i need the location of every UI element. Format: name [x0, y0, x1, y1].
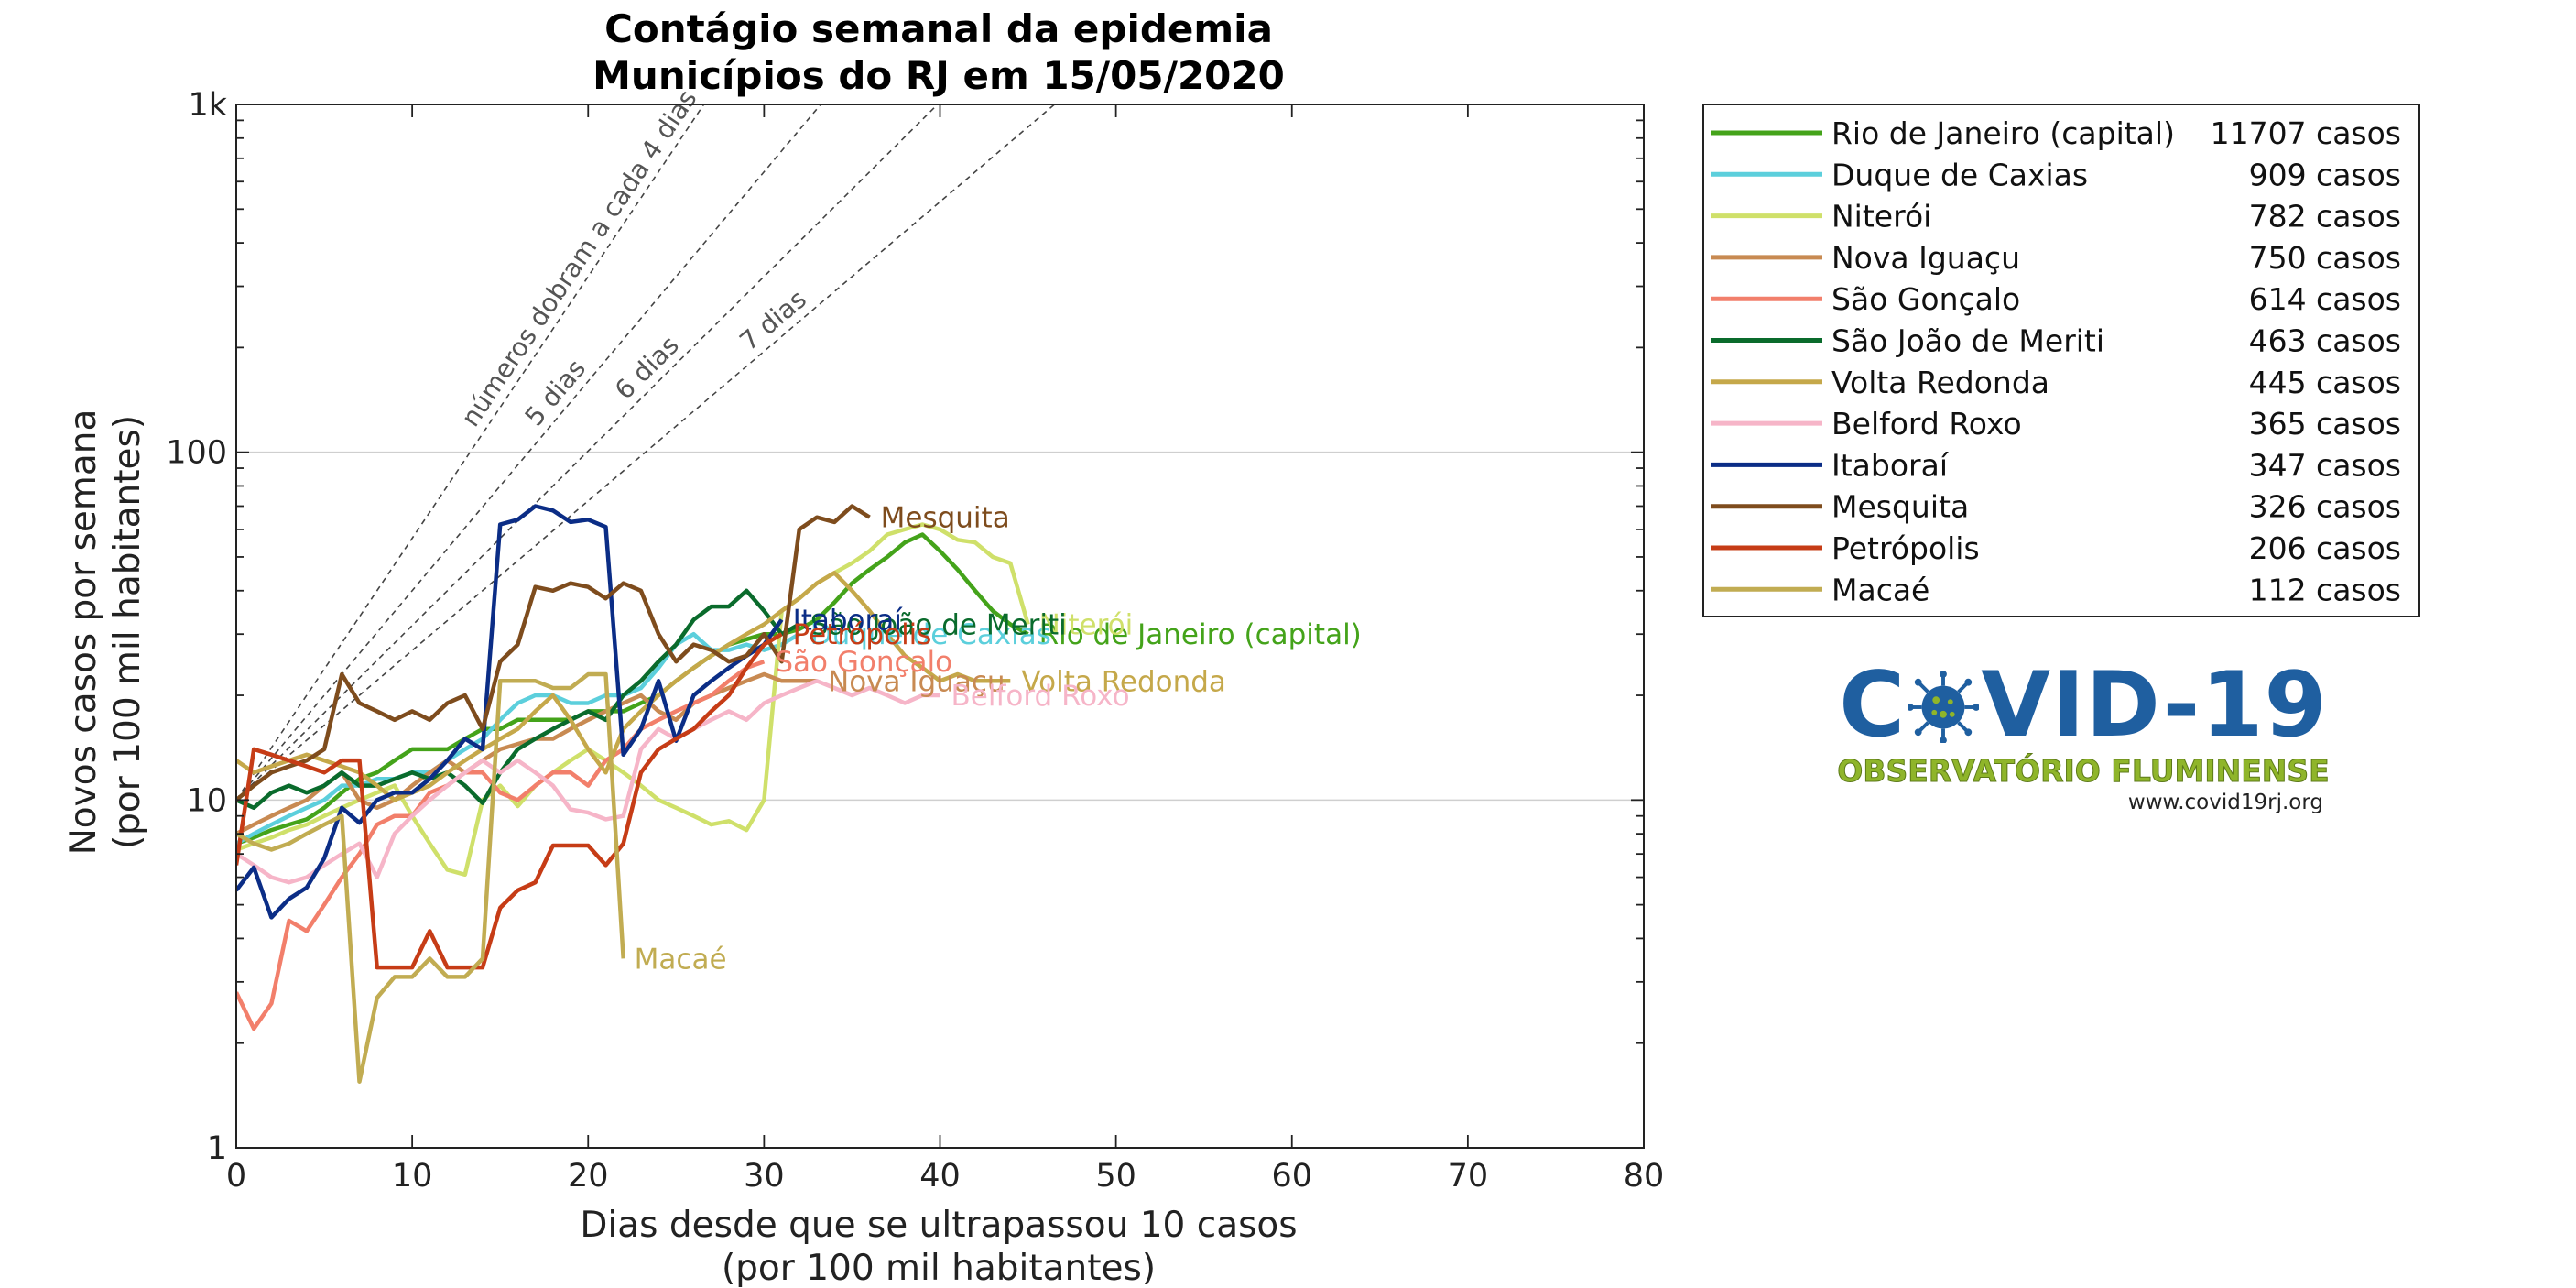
logo-url: www.covid19rj.org [2127, 791, 2323, 814]
series-end-label: Belford Roxo [951, 680, 1130, 713]
series-end-label: Niterói [1039, 609, 1134, 642]
chart-title: Contágio semanal da epidemia [604, 6, 1273, 51]
legend-case-count: 909 casos [2249, 157, 2401, 192]
legend-case-count: 326 casos [2249, 489, 2401, 525]
legend-case-count: 750 casos [2249, 240, 2401, 276]
legend-case-count: 463 casos [2249, 323, 2401, 359]
logo-subtitle: OBSERVATÓRIO FLUMINENSE [1837, 753, 2330, 790]
series-line-petr-polis [236, 632, 783, 970]
series-line-mesquita [236, 504, 871, 802]
series-line-maca- [236, 671, 625, 1084]
x-axis-sublabel: (por 100 mil habitantes) [722, 1248, 1156, 1288]
x-tick-label: 70 [1448, 1158, 1489, 1195]
legend-series-name: São João de Meriti [1831, 323, 2104, 359]
legend-series-name: Petrópolis [1831, 530, 1980, 566]
legend-series-name: Itaboraí [1831, 447, 1950, 483]
legend-box [1702, 104, 2420, 617]
x-tick-label: 10 [392, 1158, 433, 1195]
logo-title-left: C [1839, 653, 1907, 758]
x-tick-label: 80 [1624, 1158, 1665, 1195]
x-tick-label: 0 [226, 1158, 246, 1195]
legend-series-name: Niterói [1831, 199, 1931, 235]
series-lines [236, 504, 1030, 1084]
y-tick-label: 100 [166, 435, 227, 472]
legend-series-name: Belford Roxo [1831, 406, 2022, 442]
doubling-guide-line [236, 104, 705, 801]
series-line-duque-de-caxias [236, 631, 800, 846]
y-axis-label: Novos casos por semana [63, 409, 104, 856]
legend-series-name: Nova Iguaçu [1831, 240, 2020, 276]
y-tick-label: 10 [186, 782, 227, 819]
series-end-label: São João de Meriti [810, 609, 1067, 642]
legend-case-count: 347 casos [2249, 447, 2401, 483]
legend: Rio de Janeiro (capital) 11707 casos Duque… [1702, 104, 2420, 617]
doubling-guide-line [236, 104, 1056, 801]
doubling-guide-label: 6 dias [609, 330, 685, 406]
series-end-label: São Gonçalo [775, 646, 952, 679]
doubling-guide-line [236, 104, 939, 801]
series-line-s-o-gon-alo [236, 660, 766, 1031]
legend-series-name: Duque de Caxias [1831, 157, 2088, 192]
series-line-s-o-jo-o-de-meriti [236, 588, 800, 811]
y-tick-label: 1k [188, 87, 227, 124]
logo-title: C VID-19 [1836, 660, 2331, 751]
legend-series-name: Mesquita [1831, 489, 1969, 525]
x-tick-label: 60 [1271, 1158, 1312, 1195]
legend-series-name: São Gonçalo [1831, 281, 2020, 317]
series-end-label: Duque de Caxias [810, 618, 1051, 651]
legend-case-count: 206 casos [2249, 530, 2401, 566]
series-end-label: Mesquita [881, 502, 1010, 535]
series-line-rio-de-janeiro-capital- [236, 532, 1029, 846]
series-line-belford-roxo [236, 679, 940, 885]
legend-series-name: Macaé [1831, 572, 1929, 607]
legend-series-name: Rio de Janeiro (capital) [1831, 115, 2175, 151]
legend-case-count: 782 casos [2249, 199, 2401, 235]
series-end-label: Petrópolis [793, 618, 932, 651]
legend-case-count: 365 casos [2249, 406, 2401, 442]
legend-case-count: 11707 casos [2211, 115, 2401, 151]
legend-series-name: Volta Redonda [1831, 365, 2049, 400]
doubling-guides [236, 104, 1056, 801]
chart-subtitle: Municípios do RJ em 15/05/2020 [592, 53, 1285, 98]
series-end-label: Itaboraí [793, 604, 904, 637]
legend-case-count: 112 casos [2249, 572, 2401, 607]
series-line-itabora- [236, 504, 784, 920]
series-end-label: Nova Iguaçu [828, 665, 1005, 698]
x-tick-label: 50 [1095, 1158, 1136, 1195]
x-axis-label: Dias desde que se ultrapassou 10 casos [580, 1205, 1297, 1246]
x-tick-label: 40 [919, 1158, 961, 1195]
x-tick-label: 30 [744, 1158, 785, 1195]
x-tick-label: 20 [568, 1158, 609, 1195]
series-end-label: Volta Redonda [1021, 665, 1226, 698]
tick-labels: 0 10 20 30 40 50 60 70 80 1 10 100 1k [166, 87, 1664, 1195]
legend-case-count: 445 casos [2249, 365, 2401, 400]
y-axis-sublabel: (por 100 mil habitantes) [107, 415, 148, 849]
series-end-label: Rio de Janeiro (capital) [1039, 618, 1362, 651]
logo-title-right: VID-19 [1981, 653, 2328, 758]
virus-icon [1908, 671, 1980, 743]
axis-ticks [235, 104, 1645, 1149]
covid19-logo: C VID-19 OBSERVATÓRIO FLUMINENSE www.covi… [1836, 660, 2331, 820]
series-end-label: Macaé [635, 943, 727, 976]
y-tick-label: 1 [207, 1130, 227, 1167]
doubling-guide-line [236, 104, 821, 801]
legend-case-count: 614 casos [2249, 281, 2401, 317]
grid-lines [236, 451, 1644, 802]
